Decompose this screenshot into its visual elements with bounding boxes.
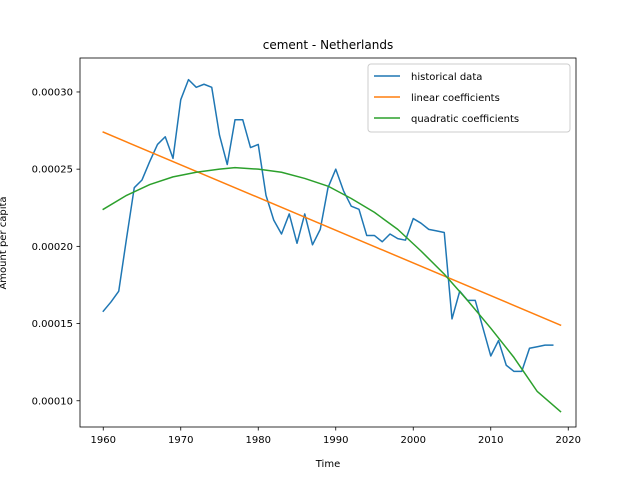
legend-box (367, 63, 571, 133)
x-tick-label: 2000 (401, 435, 426, 446)
ticks-layer: 1960 1970 1980 1990 2000 2010 2020 0.00010 0.000… (32, 87, 581, 446)
y-tick-label: 0.00020 (32, 242, 73, 253)
y-tick-label: 0.00015 (32, 319, 73, 330)
y-axis-label: Amount per capita (0, 196, 9, 289)
x-tick-label: 1980 (246, 435, 271, 446)
series-line-historical-data (102, 78, 554, 373)
legend-label-historical: historical data (411, 72, 482, 83)
plot-frame (79, 57, 577, 428)
series-line-linear-coefficients (102, 131, 562, 327)
x-tick-label: 2010 (478, 435, 503, 446)
y-tick-label: 0.00025 (32, 165, 73, 176)
x-tick-label: 1990 (323, 435, 348, 446)
legend-label-linear: linear coefficients (411, 93, 500, 104)
series-layer (102, 78, 562, 413)
legend: historical data linear coefficients quad… (367, 63, 571, 133)
x-tick-label: 1960 (91, 435, 116, 446)
x-tick-label: 2020 (556, 435, 581, 446)
chart-title: cement - Netherlands (263, 38, 393, 52)
y-tick-label: 0.00030 (32, 87, 73, 98)
x-axis-label: Time (315, 459, 340, 470)
x-tick-label: 1970 (168, 435, 193, 446)
legend-label-quadratic: quadratic coefficients (411, 114, 519, 125)
y-tick-label: 0.00010 (32, 396, 73, 407)
series-line-quadratic-coefficients (102, 166, 562, 413)
